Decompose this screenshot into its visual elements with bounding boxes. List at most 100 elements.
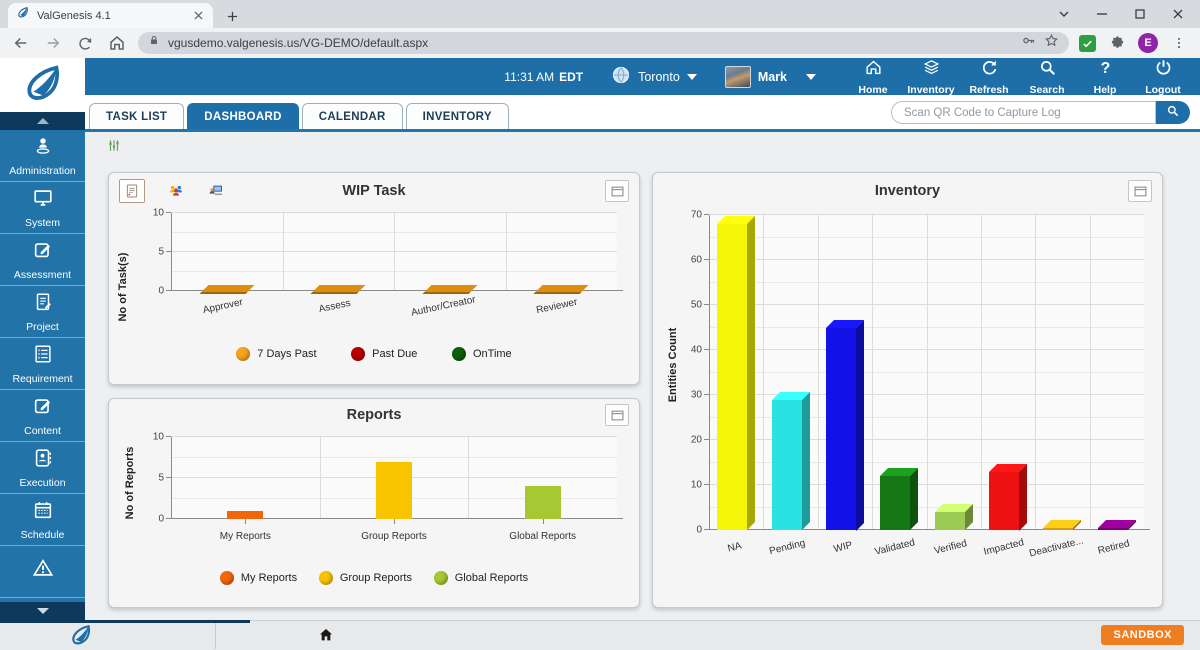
extensions-puzzle-icon[interactable] [1106,32,1128,54]
sandbox-badge[interactable]: SANDBOX [1101,625,1184,645]
y-tick-mark [166,477,171,478]
gridline-vertical [926,215,928,530]
maximize-panel-icon[interactable] [1128,180,1152,202]
bar-Group Reports[interactable] [376,461,412,519]
sidebar-item-requirement[interactable]: Requirement [0,338,85,390]
window-maximize-icon[interactable] [1134,8,1146,20]
user-caret-icon [806,73,816,80]
sidebar-item-risk[interactable] [0,546,85,598]
bar-Reviewer[interactable] [533,285,589,294]
tab-inventory[interactable]: INVENTORY [405,103,509,129]
nav-help[interactable]: ? Help [1076,56,1134,98]
content-icon [32,395,54,422]
window-close-icon[interactable] [1172,8,1184,20]
legend-item[interactable]: Past Due [351,347,417,361]
key-icon[interactable] [1021,33,1036,53]
extension-check-icon[interactable] [1079,34,1096,52]
reload-icon[interactable] [74,32,96,54]
bar-Pending[interactable] [771,391,810,530]
address-bar[interactable]: vgusdemo.valgenesis.us/VG-DEMO/default.a… [138,32,1069,54]
legend-item[interactable]: 7 Days Past [236,347,317,361]
browser-home-icon[interactable] [106,32,128,54]
nav-inventory[interactable]: Inventory [902,56,960,98]
x-category-label: Retired [1096,538,1131,557]
y-axis-label: No of Task(s) [117,252,129,322]
x-category-label: Impacted [982,537,1026,558]
bar-Approver[interactable] [199,285,255,294]
bar-Validated[interactable] [880,468,919,530]
sidebar-item-execution[interactable]: Execution [0,442,85,494]
gridline-vertical [505,213,507,291]
maximize-panel-icon[interactable] [605,180,629,202]
qr-search-input[interactable] [891,101,1156,124]
user-menu[interactable]: Mark [724,65,816,88]
gridline-vertical [1035,215,1037,530]
sidebar-item-system[interactable]: System [0,182,85,234]
requirement-icon [32,343,54,370]
sidebar-item-administration[interactable]: Administration [0,130,85,182]
nav-search[interactable]: Search [1018,56,1076,98]
sidebar-item-project[interactable]: Project [0,286,85,338]
profile-avatar[interactable]: E [1138,33,1158,53]
refresh-icon [980,58,999,82]
y-tick-label: 60 [690,254,702,266]
browser-tab-strip: ValGenesis 4.1 [0,0,1200,28]
wip-chart-plot: 0 5 10 Approver Assess Author/Creator Reviewer [153,208,623,319]
back-icon[interactable] [10,32,32,54]
legend-item[interactable]: Global Reports [433,571,528,585]
bar-Author/Creator[interactable] [422,285,478,294]
sidebar-item-schedule[interactable]: Schedule [0,494,85,546]
bar-Retired[interactable] [1097,519,1136,530]
window-chevron-icon[interactable] [1058,8,1070,20]
legend-item[interactable]: Group Reports [318,571,412,585]
window-minimize-icon[interactable] [1096,8,1108,20]
browser-toolbar: vgusdemo.valgenesis.us/VG-DEMO/default.a… [0,28,1200,58]
filter-sliders-icon[interactable] [107,138,121,158]
x-category-label: Verified [932,538,968,557]
location-selector[interactable]: Toronto [611,65,697,88]
bar-Assess[interactable] [310,285,366,294]
qr-search-button[interactable] [1156,101,1190,124]
tab-calendar[interactable]: CALENDAR [301,103,403,129]
legend-item[interactable]: My Reports [219,571,297,585]
y-tick-label: 5 [158,246,164,258]
sidebar-scroll-down[interactable] [0,602,85,620]
nav-logout[interactable]: Logout [1134,56,1192,98]
sidebar-collapse-up[interactable] [0,112,85,130]
legend-dot [451,347,466,361]
y-tick-label: 10 [690,479,702,491]
maximize-panel-icon[interactable] [605,404,629,426]
bookmark-star-icon[interactable] [1044,33,1059,53]
tab-task-list[interactable]: TASK LIST [89,103,185,129]
bar-WIP[interactable] [825,319,864,530]
sidebar-item-assessment[interactable]: Assessment [0,234,85,286]
y-tick-mark [704,259,709,260]
chevron-down-icon [36,608,49,614]
browser-menu-icon[interactable] [1168,32,1190,54]
legend-item[interactable]: OnTime [451,347,512,361]
reports-chart-plot: 0 5 10 My Reports Group Reports Global Report… [153,432,623,542]
sidebar-item-content[interactable]: Content [0,390,85,442]
footer-home-icon[interactable] [318,627,334,648]
browser-tab[interactable]: ValGenesis 4.1 [8,3,213,28]
bar-Impacted[interactable] [989,463,1028,530]
bar-NA[interactable] [717,216,756,530]
tab-dashboard[interactable]: DASHBOARD [187,103,299,129]
wip-legend: 7 Days Past Past Due OnTime [149,347,599,361]
tab-close-icon[interactable] [191,9,205,23]
x-category-label: Author/Creator [409,294,477,319]
bar-Deactivate...[interactable] [1043,519,1082,530]
bar-Global Reports[interactable] [524,486,561,519]
app-logo[interactable] [0,58,85,112]
gridline [709,214,1144,215]
forward-icon[interactable] [42,32,64,54]
team-view-icon[interactable] [167,183,185,199]
bar-My Reports[interactable] [227,510,264,519]
new-tab-button[interactable] [222,6,242,26]
report-view-icon[interactable] [119,179,145,203]
nav-home[interactable]: Home [844,56,902,98]
nav-refresh[interactable]: Refresh [960,56,1018,98]
y-tick-label: 20 [690,434,702,446]
bar-Verified[interactable] [934,504,973,530]
workstation-view-icon[interactable] [207,183,225,199]
